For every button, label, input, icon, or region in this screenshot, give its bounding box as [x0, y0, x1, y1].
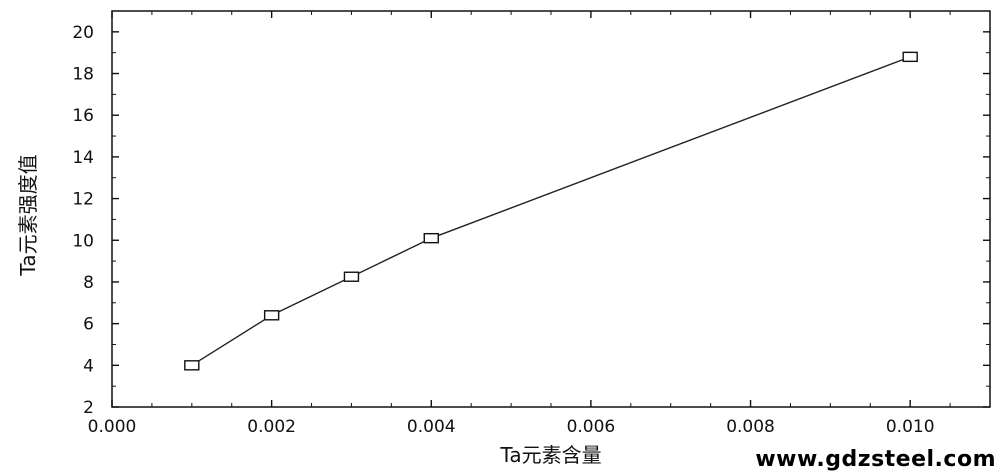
plot-frame — [111, 10, 991, 408]
y-tick-label: 2 — [83, 398, 94, 418]
data-point-marker — [423, 232, 439, 244]
y-tick-label: 10 — [72, 231, 94, 251]
y-tick-label: 4 — [83, 356, 94, 376]
axes-frame — [111, 10, 991, 408]
x-tick-label: 0.006 — [567, 417, 616, 437]
y-axis-title: Ta元素强度值 — [16, 154, 40, 276]
x-axis-title: Ta元素含量 — [499, 443, 601, 467]
x-tick-label: 0.002 — [247, 417, 296, 437]
y-tick-label: 20 — [72, 23, 94, 43]
data-point-marker — [263, 310, 280, 321]
watermark-text: www.gdzsteel.com — [755, 447, 996, 472]
data-point-marker — [343, 271, 360, 282]
y-tick-label: 18 — [72, 65, 94, 85]
x-tick-label: 0.000 — [88, 417, 137, 437]
data-point-marker — [184, 360, 200, 371]
data-point-marker — [902, 51, 918, 63]
y-tick-label: 8 — [83, 273, 94, 293]
data-series — [184, 51, 918, 371]
series-line — [191, 56, 911, 366]
y-tick-label: 6 — [83, 315, 94, 335]
axis-ticks: 0.000 0.002 0.004 0.006 0.008 0.010 2 4 6 8 10 12 14… — [72, 10, 991, 437]
x-tick-label: 0.004 — [407, 417, 456, 437]
y-tick-label: 16 — [72, 106, 94, 126]
y-tick-label: 12 — [72, 190, 94, 210]
x-tick-label: 0.008 — [726, 417, 775, 437]
y-tick-label: 14 — [72, 148, 94, 168]
x-tick-label: 0.010 — [886, 417, 935, 437]
